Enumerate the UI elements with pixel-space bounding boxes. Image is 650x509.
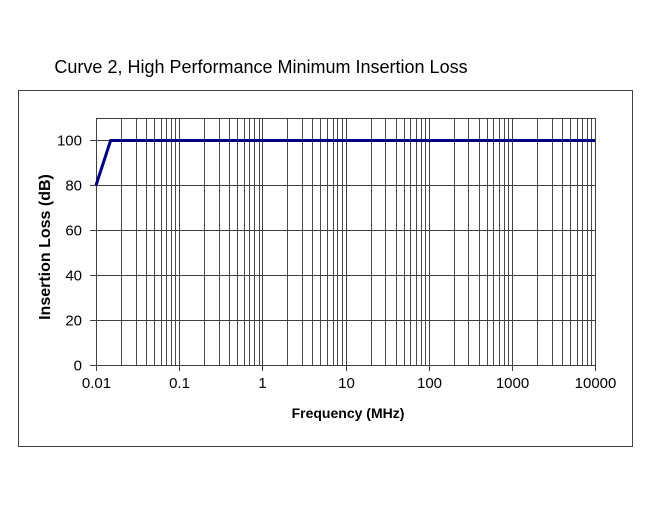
- y-tick-label: 40: [65, 268, 82, 285]
- x-tick-label: 1: [258, 375, 266, 392]
- y-tick-label: 20: [65, 313, 82, 330]
- chart-title: Curve 2, High Performance Minimum Insert…: [54, 57, 468, 77]
- y-tick-label: 60: [65, 223, 82, 240]
- plot-generated-content: 0.01 0.1 1 10 100 1000 10000 0 20 40 60 80 100: [57, 118, 616, 392]
- x-tick-label: 0.1: [169, 375, 190, 392]
- y-tick-label: 100: [57, 133, 82, 150]
- x-tick-label: 10: [338, 375, 355, 392]
- insertion-loss-curve: [94, 139, 595, 186]
- y-axis-title: Insertion Loss (dB): [37, 174, 54, 320]
- y-tick-label: 0: [74, 358, 82, 375]
- plot-area: 0.01 0.1 1 10 100 1000 10000 0 20 40 60 80 100 Frequ…: [37, 118, 616, 421]
- chart-frame: 0.01 0.1 1 10 100 1000 10000 0 20 40 60 80 100 Frequ…: [18, 90, 633, 447]
- x-tick-label: 10000: [575, 375, 617, 392]
- y-tick-label: 80: [65, 178, 82, 195]
- x-tick-label: 100: [417, 375, 442, 392]
- x-tick-label: 1000: [496, 375, 529, 392]
- plot-border: [96, 118, 596, 366]
- x-axis-title: Frequency (MHz): [292, 405, 405, 421]
- x-tick-label: 0.01: [82, 375, 111, 392]
